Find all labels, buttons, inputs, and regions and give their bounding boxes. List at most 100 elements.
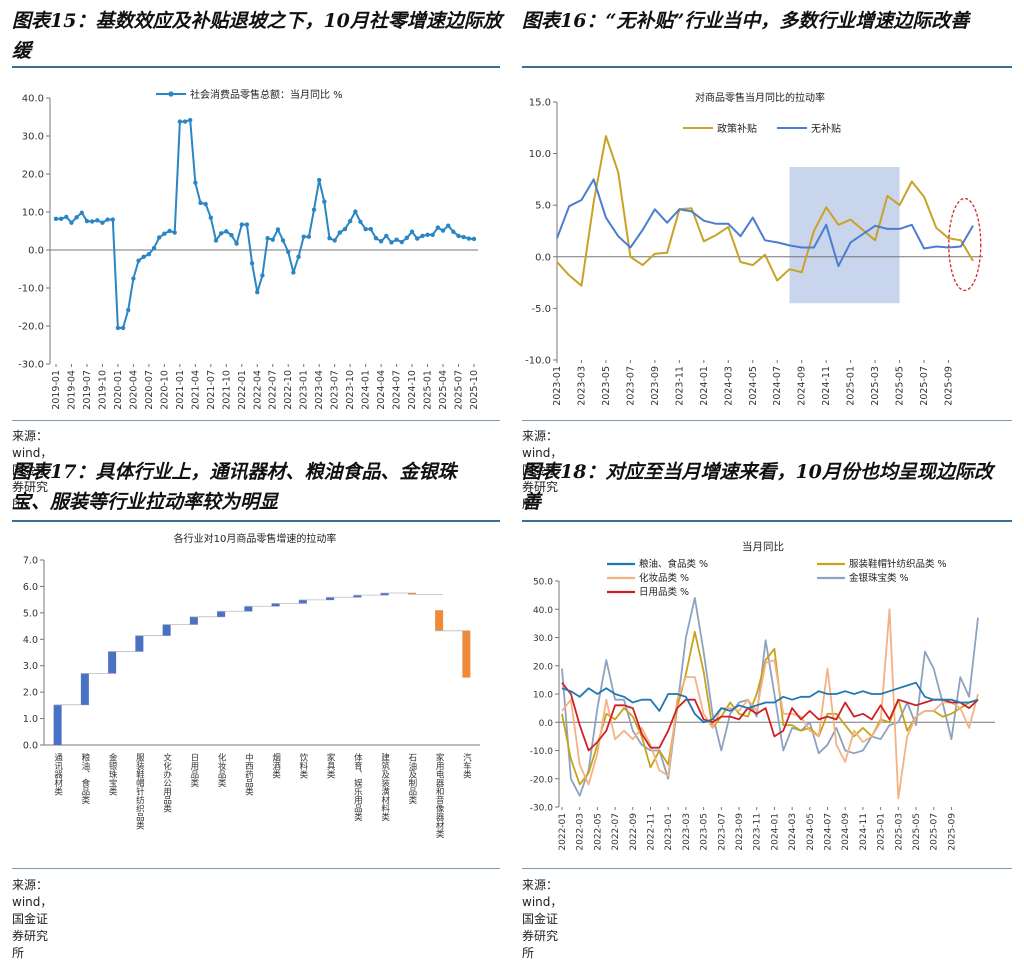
data-point xyxy=(430,232,435,237)
legend-label-no-subsidy: 无补贴 xyxy=(811,122,841,135)
x-tick-label: 2022-07 xyxy=(611,813,621,851)
data-point xyxy=(115,325,121,331)
x-tick-label: 2023-10 xyxy=(345,370,356,410)
y-tick-label: -10.0 xyxy=(530,747,554,757)
panel-18-source: 来源：wind，国金证券研究所 xyxy=(522,878,563,960)
x-tick-label: 2024-01 xyxy=(770,813,780,851)
data-point xyxy=(182,119,188,124)
x-tick-label: 2022-01 xyxy=(237,370,248,410)
panel-17-title: 图表17：具体行业上，通讯器材、粮油食品、金银珠宝、服装等行业拉动率较为明显 xyxy=(12,461,457,513)
x-tick-label: 2024-07 xyxy=(392,370,403,410)
data-point xyxy=(213,238,219,243)
panel-17-top-rule xyxy=(12,520,500,522)
highlight-ellipse xyxy=(948,197,982,292)
data-point xyxy=(224,229,229,234)
panel-17-bottom-rule xyxy=(12,868,500,869)
x-tick-label: 2019-04 xyxy=(66,370,77,410)
bar xyxy=(162,624,171,636)
series-line-grain-food xyxy=(561,681,979,724)
data-point xyxy=(89,219,95,224)
series-line-daily-goods xyxy=(561,682,979,752)
bar xyxy=(53,704,62,745)
x-tick-label: 2024-03 xyxy=(723,366,734,406)
y-tick-label: 40.0 xyxy=(533,606,553,616)
data-point xyxy=(316,177,322,183)
data-point xyxy=(141,254,146,260)
x-tick-label: 2023-01 xyxy=(299,370,310,410)
data-point xyxy=(110,217,115,222)
data-point xyxy=(311,207,317,212)
series-line-apparel xyxy=(561,630,979,786)
category-label: 服装鞋帽针纺织品类 xyxy=(134,753,144,830)
category-label: 石油及制品类 xyxy=(407,753,417,805)
bar xyxy=(135,635,144,652)
x-tick-label: 2021-04 xyxy=(190,370,201,410)
y-tick-label: -10.0 xyxy=(18,284,44,295)
data-point xyxy=(64,214,69,220)
data-point xyxy=(342,226,348,232)
data-point xyxy=(363,226,368,232)
data-point xyxy=(58,216,64,222)
x-tick-label: 2024-01 xyxy=(699,366,710,406)
series-line-no-subsidy xyxy=(556,178,974,268)
y-tick-label: 0.0 xyxy=(23,741,38,752)
data-point xyxy=(131,276,136,281)
y-tick-label: -10.0 xyxy=(525,356,551,367)
data-point xyxy=(415,236,420,241)
legend-label: 日用品类 % xyxy=(639,586,689,598)
x-tick-label: 2024-04 xyxy=(376,370,387,410)
category-label: 化妆品类 xyxy=(216,752,226,788)
data-point xyxy=(167,228,172,234)
x-tick-label: 2024-10 xyxy=(407,370,418,410)
x-tick-label: 2025-07 xyxy=(930,813,940,851)
x-tick-label: 2022-04 xyxy=(252,370,263,410)
category-label: 家用电器和音像器材类 xyxy=(434,752,444,839)
x-tick-label: 2023-09 xyxy=(735,813,745,851)
x-tick-label: 2022-05 xyxy=(593,813,603,851)
y-tick-label: 1.0 xyxy=(23,714,38,725)
bar xyxy=(380,593,389,596)
y-tick-label: 10.0 xyxy=(22,208,44,219)
y-tick-label: 30.0 xyxy=(533,634,553,644)
x-tick-label: 2023-07 xyxy=(330,370,341,410)
data-point xyxy=(53,216,59,222)
y-tick-label: 5.0 xyxy=(535,201,551,212)
bar xyxy=(244,606,253,612)
chart-16: -10.0 -5.0 0.0 5.0 10.0 15.0 2023-01 2023-03 202… xyxy=(525,91,983,406)
chart-16-title: 对商品零售当月同比的拉动率 xyxy=(695,91,825,104)
data-point xyxy=(440,228,446,233)
data-point xyxy=(296,254,301,260)
bar xyxy=(298,599,307,604)
category-label: 烟酒类 xyxy=(271,753,281,779)
data-point xyxy=(162,231,167,236)
y-tick-label: 0.0 xyxy=(535,252,551,263)
x-tick-label: 2024-09 xyxy=(797,366,808,406)
x-tick-label: 2025-10 xyxy=(469,370,480,410)
data-point xyxy=(286,249,291,255)
data-point xyxy=(187,117,193,123)
y-tick-label: 30.0 xyxy=(22,132,44,143)
data-point xyxy=(126,307,131,313)
x-tick-label: 2023-05 xyxy=(601,366,612,406)
x-tick-label: 2025-03 xyxy=(894,813,904,851)
category-label: 粮油、食品类 xyxy=(80,752,90,805)
data-point xyxy=(420,233,425,239)
data-point xyxy=(322,199,327,204)
data-point xyxy=(373,236,379,241)
legend-label: 粮油、食品类 % xyxy=(639,558,708,570)
data-point xyxy=(198,200,203,206)
y-tick-label: 0.0 xyxy=(28,246,44,257)
x-tick-label: 2024-01 xyxy=(361,370,372,410)
bar xyxy=(80,673,89,705)
y-tick-label: 10.0 xyxy=(533,691,553,701)
data-point xyxy=(337,230,343,235)
x-tick-label: 2024-11 xyxy=(859,813,869,851)
panel-16-bottom-rule xyxy=(522,420,1012,421)
x-tick-label: 2025-04 xyxy=(438,370,449,410)
data-point xyxy=(146,251,152,257)
data-point xyxy=(95,218,100,223)
category-label: 汽车类 xyxy=(461,752,471,779)
x-tick-label: 2025-03 xyxy=(870,366,881,406)
category-label: 饮料类 xyxy=(298,752,308,779)
panel-15-top-rule xyxy=(12,66,500,68)
